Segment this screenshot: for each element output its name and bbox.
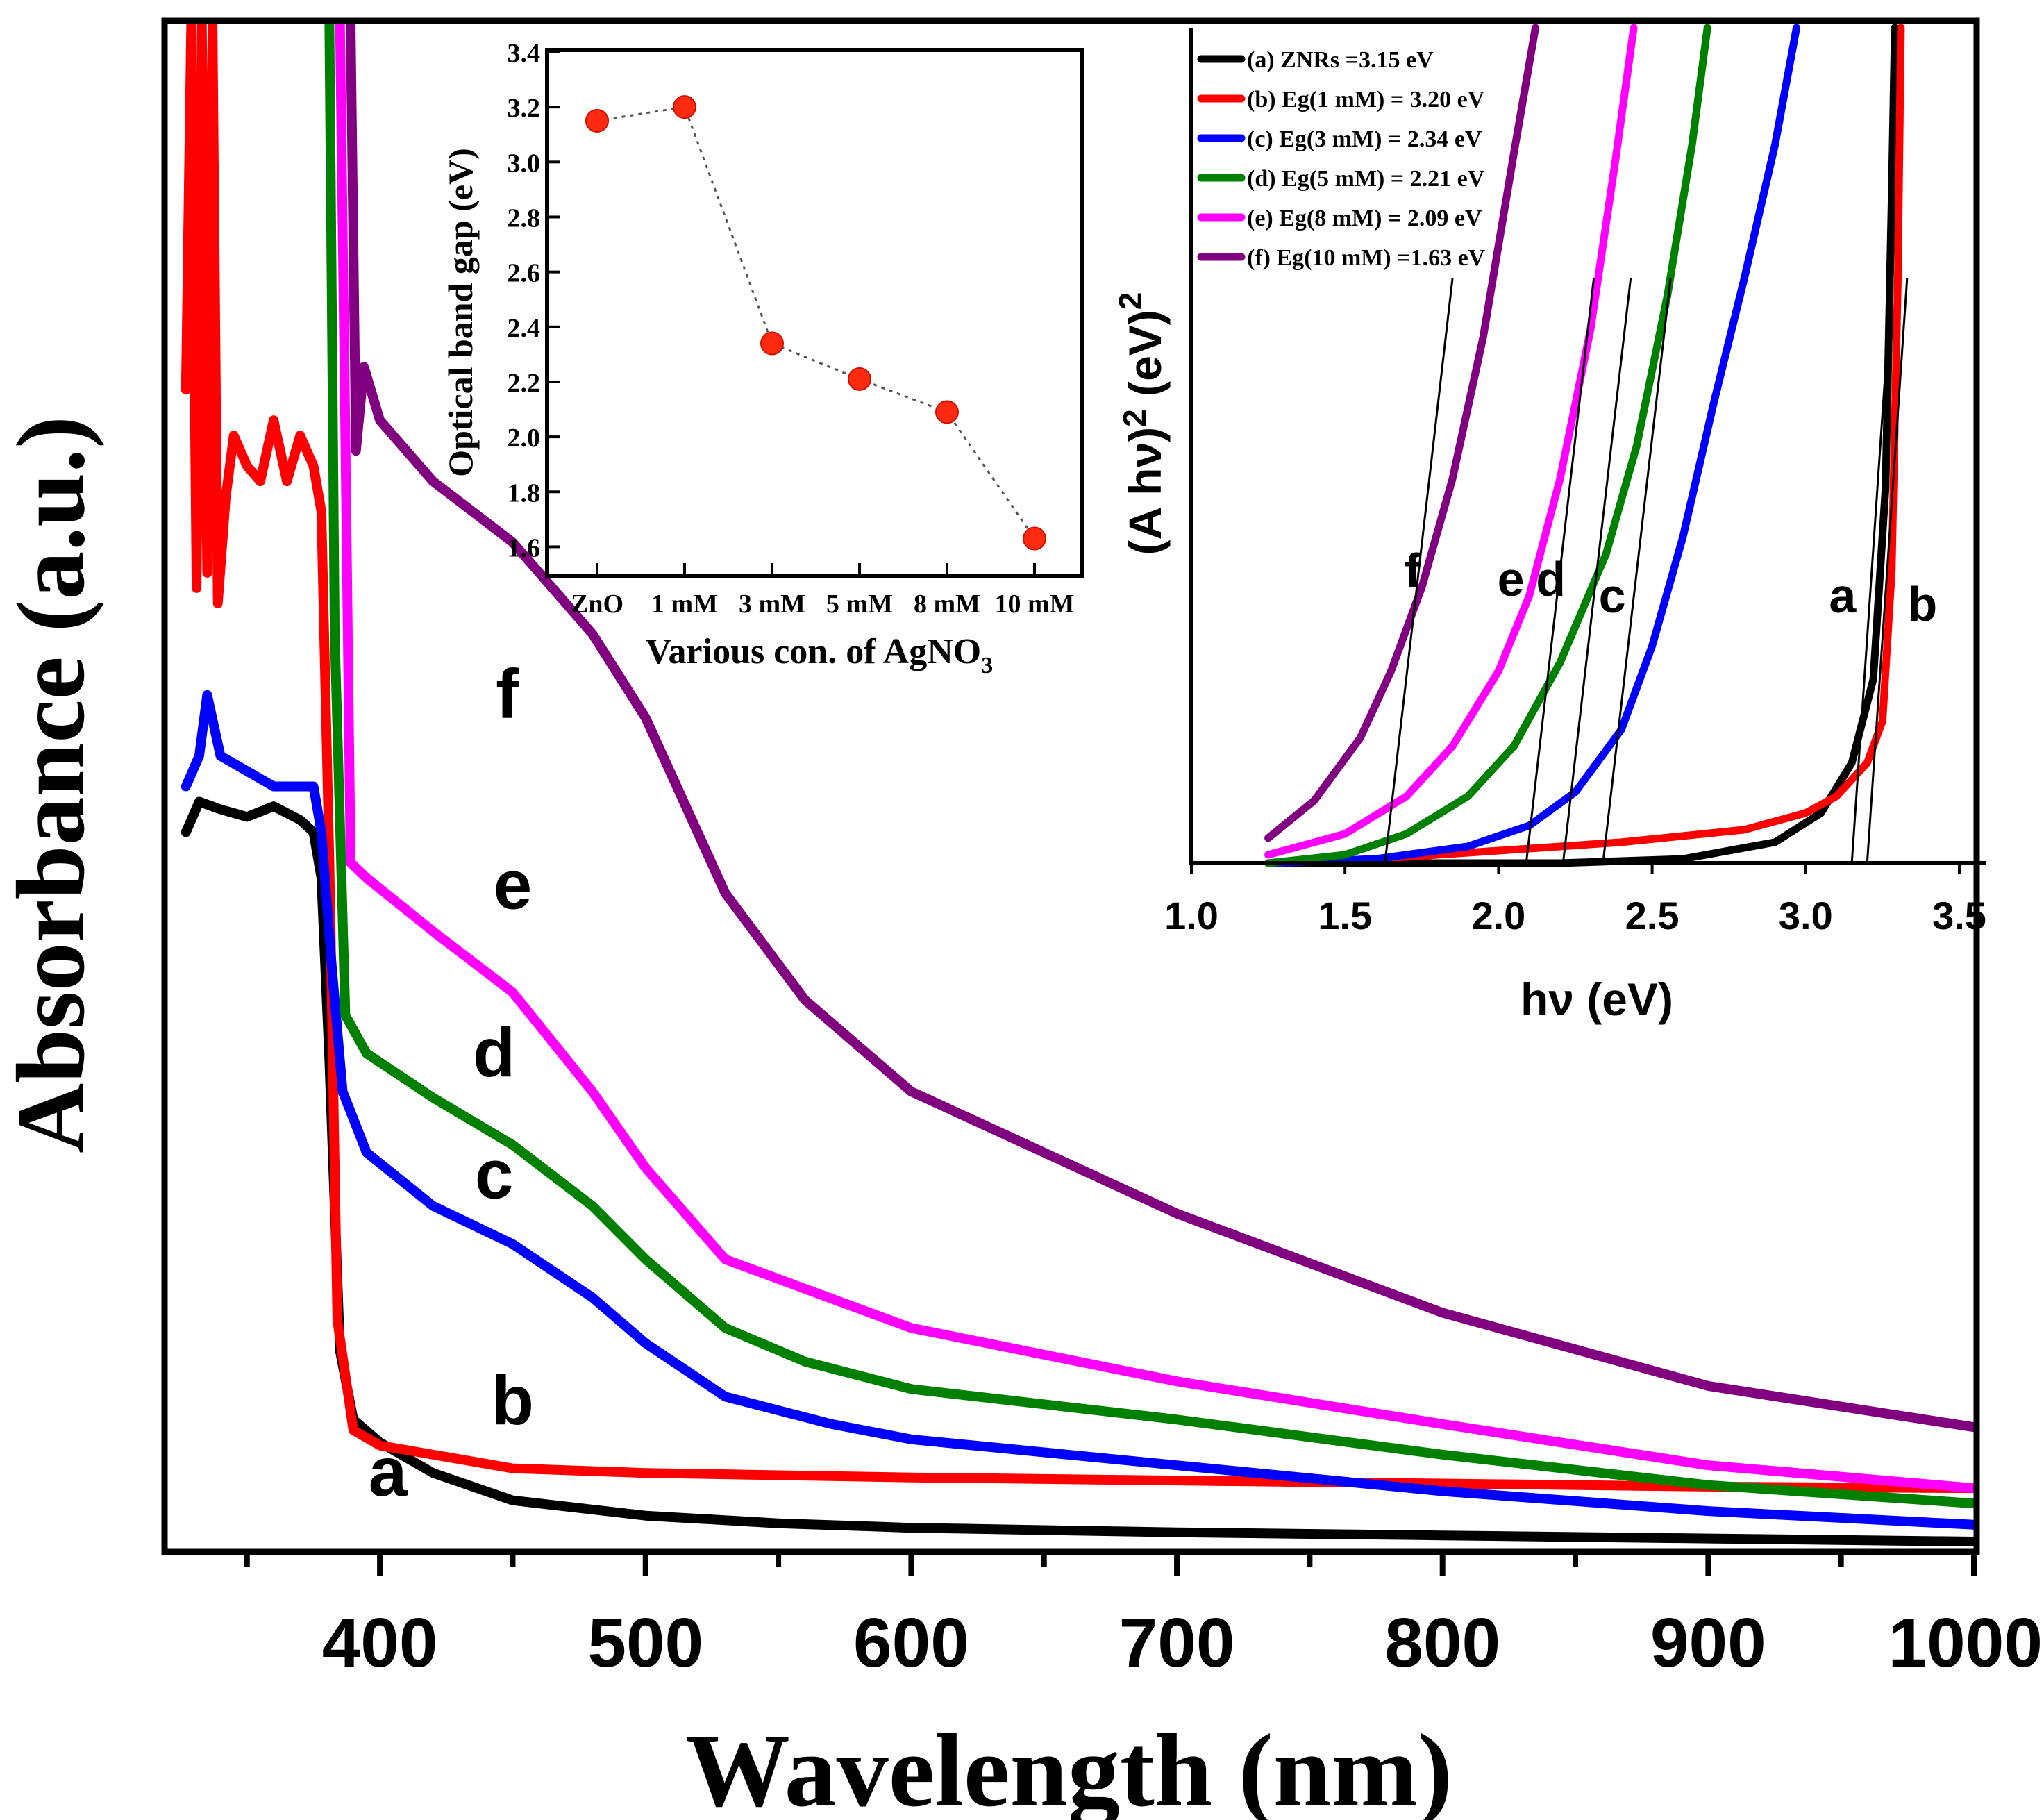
- inset-bandgap-x-tick-label: 1 mM: [651, 590, 718, 619]
- main-series-layer: [181, 19, 1979, 1546]
- main-series-labels: a b cd e f: [369, 656, 534, 1511]
- inset-bandgap-point-1: [673, 95, 696, 119]
- inset-bandgap-point-4: [935, 400, 959, 424]
- inset-bandgap-markers: [585, 95, 1046, 551]
- inset-bandgap-y-tick-label: 2.2: [508, 369, 541, 398]
- main-x-tick-label: 500: [587, 1604, 703, 1682]
- inset-bandgap-y-tick-label: 3.4: [508, 39, 541, 68]
- inset-bandgap-y-tick-label: 1.6: [508, 533, 541, 562]
- inset-tauc-legend-item: (b) Eg(1 mM) = 3.20 eV: [1247, 87, 1485, 112]
- main-series-label-f: f: [496, 656, 519, 733]
- inset-tauc-legend-item: (a) ZNRs =3.15 eV: [1247, 47, 1434, 73]
- inset-tauc-series-label-d: d: [1536, 552, 1566, 606]
- inset-tauc-x-tick-label: 3.0: [1779, 894, 1833, 937]
- inset-tauc-x-ticks: 1.0 1.5 2.0 2.5 3.0 3.5: [1164, 863, 1986, 937]
- main-series-label-d: d: [473, 1014, 515, 1092]
- main-plot-frame: [161, 17, 1980, 1555]
- inset-bandgap-x-ticks: ZnO 1 mM 3 mM 5 mM 8 mM 10 mM: [571, 563, 1075, 619]
- inset-tauc-fit-line-a: [1850, 278, 1893, 864]
- inset-tauc-fit-line-f: [1384, 278, 1454, 864]
- main-x-tick-label: 600: [853, 1604, 969, 1682]
- inset-tauc-fit-line-d: [1561, 278, 1632, 864]
- inset-tauc-legend-item: (c) Eg(3 mM) = 2.34 eV: [1247, 126, 1482, 152]
- inset-bandgap-background: [547, 50, 1082, 576]
- inset-tauc-series-label-e: e: [1498, 552, 1525, 606]
- main-x-axis-ticks: 400 500 600 700 800 900 1000: [244, 1549, 2043, 1682]
- inset-tauc-legend: (a) ZNRs =3.15 eV (b) Eg(1 mM) = 3.20 eV (…: [1197, 47, 1486, 271]
- main-x-tick-label: 400: [322, 1604, 438, 1682]
- inset-bandgap-point-2: [760, 331, 784, 356]
- inset-tauc-fit-line-b: [1866, 278, 1909, 864]
- inset-bandgap-y-tick-label: 2.8: [508, 203, 541, 233]
- inset-tauc-x-tick-label: 3.5: [1932, 894, 1986, 937]
- inset-tauc-legend-item: (d) Eg(5 mM) = 2.21 eV: [1247, 166, 1485, 192]
- inset-tauc-series-line-c: [1264, 24, 1800, 867]
- main-x-tick-label: 900: [1650, 1604, 1766, 1682]
- inset-bandgap-y-ticks: 1.6 1.8 2.0 2.2 2.4 2.6 2.8 3.0 3.2 3.4: [508, 39, 560, 562]
- main-y-axis-label: Absorbance (a.u.): [0, 416, 105, 1153]
- main-series-line-d: [324, 19, 1979, 1509]
- main-series-label-b: b: [492, 1362, 534, 1439]
- inset-tauc-legend-item: (e) Eg(8 mM) = 2.09 eV: [1247, 206, 1482, 231]
- inset-bandgap-y-tick-label: 2.4: [508, 314, 541, 343]
- inset-bandgap-x-tick-label: 5 mM: [826, 590, 893, 619]
- inset-bandgap-y-tick-label: 2.6: [508, 259, 541, 288]
- inset-tauc-chart: a b cde f 1.0 1.5 2.0 2.5 3.0 3.5 (a) ZNRs =3.15…: [1112, 24, 1986, 1028]
- inset-tauc-series-label-a: a: [1829, 569, 1857, 623]
- inset-tauc-fit-line-c: [1602, 278, 1672, 864]
- inset-bandgap-x-axis-label: Various con. of AgNO3: [646, 632, 993, 678]
- inset-bandgap-frame: [545, 48, 1084, 578]
- main-series-line-e: [335, 19, 1979, 1494]
- inset-bandgap-point-3: [848, 367, 871, 391]
- inset-tauc-x-tick-label: 2.5: [1625, 894, 1679, 937]
- inset-bandgap-y-tick-label: 2.0: [508, 424, 541, 453]
- inset-bandgap-y-axis-label: Optical band gap (eV): [441, 148, 480, 477]
- inset-bandgap-x-tick-label: 3 mM: [739, 590, 805, 619]
- inset-tauc-fit-line-e: [1525, 278, 1595, 864]
- inset-bandgap-x-tick-label: 10 mM: [994, 590, 1074, 619]
- main-x-axis-label: Wavelength (nm): [686, 1713, 1452, 1820]
- inset-bandgap-point-0: [585, 108, 609, 133]
- inset-tauc-x-tick-label: 1.5: [1318, 894, 1372, 937]
- inset-tauc-series-line-d: [1264, 24, 1711, 867]
- inset-tauc-x-tick-label: 2.0: [1471, 894, 1525, 937]
- main-series-line-c: [181, 690, 1979, 1530]
- inset-bandgap-y-tick-label: 1.8: [508, 478, 541, 508]
- inset-tauc-y-axis-label: (A hν)2 (eV)2: [1112, 292, 1171, 556]
- main-x-tick-label: 700: [1119, 1604, 1235, 1682]
- inset-tauc-series-line-b: [1264, 24, 1905, 867]
- inset-bandgap-point-5: [1023, 526, 1046, 551]
- inset-tauc-x-tick-label: 1.0: [1164, 894, 1218, 937]
- inset-bandgap-x-tick-label: 8 mM: [914, 590, 980, 619]
- inset-tauc-series-line-f: [1264, 24, 1539, 842]
- inset-tauc-x-axis-label: hν (eV): [1521, 974, 1673, 1025]
- main-series-label-a: a: [369, 1433, 408, 1511]
- inset-bandgap-chart: 1.6 1.8 2.0 2.2 2.4 2.6 2.8 3.0 3.2 3.4 ZnO 1 mM 3 …: [441, 39, 1084, 678]
- inset-bandgap-y-tick-label: 3.2: [508, 94, 541, 123]
- inset-tauc-series-line-e: [1264, 24, 1638, 859]
- inset-bandgap-y-tick-label: 3.0: [508, 149, 541, 178]
- inset-tauc-series-labels: a b cde f: [1405, 544, 1937, 631]
- inset-tauc-series-label-c: c: [1599, 569, 1626, 623]
- main-x-tick-label: 800: [1384, 1604, 1500, 1682]
- main-series-label-c: c: [475, 1136, 514, 1214]
- main-x-tick-label: 1000: [1888, 1604, 2043, 1682]
- inset-tauc-series-label-b: b: [1908, 577, 1938, 631]
- inset-bandgap-x-tick-label: ZnO: [571, 590, 623, 619]
- inset-tauc-legend-item: (f) Eg(10 mM) =1.63 eV: [1247, 245, 1486, 271]
- inset-tauc-fit-lines: [1384, 278, 1909, 864]
- inset-tauc-series-label-f: f: [1405, 544, 1421, 598]
- main-series-label-e: e: [494, 846, 533, 924]
- main-series-line-f: [346, 19, 1979, 1433]
- main-series-line-b: [181, 19, 1979, 1494]
